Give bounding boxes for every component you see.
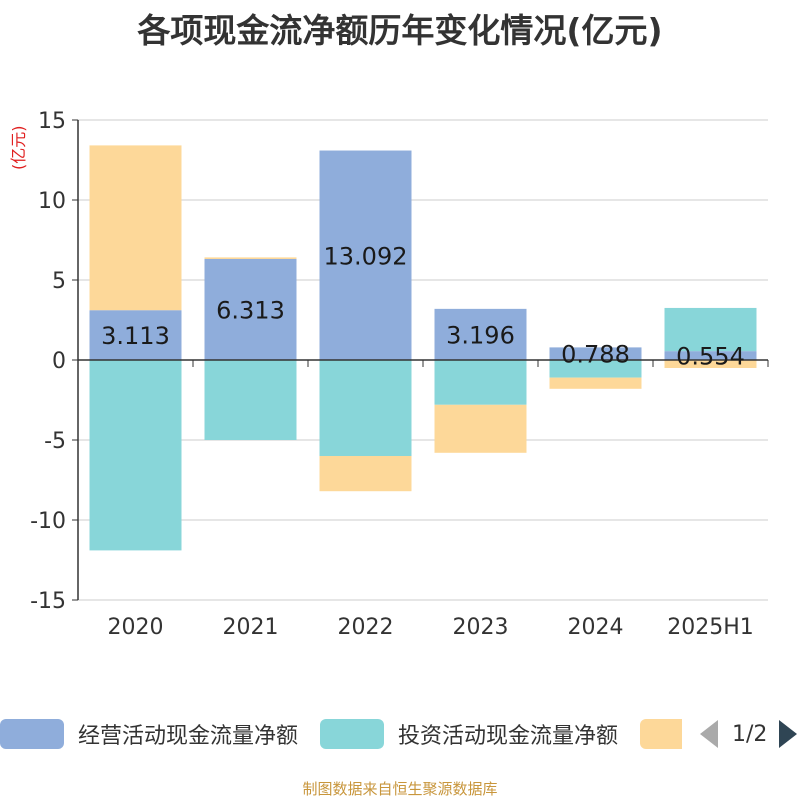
x-tick-label: 2022 [338,615,394,640]
x-tick-label: 2025H1 [667,615,754,640]
bar-s0-2024 [549,347,642,360]
source-note: 制图数据来自恒生聚源数据库 [302,780,498,798]
pager-next-icon[interactable] [779,720,798,748]
legend-label-investing: 投资活动现金流量净额 [398,724,619,749]
pager-prev-icon[interactable] [700,720,718,748]
unit-text: (亿元) [9,126,28,171]
bar-s0-2020 [89,310,182,360]
legend-pager: 1/2 [700,716,798,752]
legend-item-investing[interactable]: 投资活动现金流量净额 [320,716,618,752]
bar-s2-2022 [319,456,412,492]
y-tick-label: -5 [44,429,66,454]
legend-item-operating[interactable]: 经营活动现金流量净额 [0,716,298,752]
bar-s2-2025H1 [664,360,757,368]
x-tick-label: 2021 [223,615,279,640]
bar-s2-2023 [434,404,527,453]
data-label: 0.554 [676,343,745,371]
y-tick-label: -10 [30,509,66,534]
data-label: 6.313 [216,296,285,324]
y-tick-label: 5 [52,269,66,294]
legend-swatch-operating [0,719,64,749]
bar-s2-2020 [89,145,182,311]
y-axis-unit-label: (亿元) [9,126,28,171]
y-tick-label: 15 [38,109,66,134]
bar-s0-2021 [204,258,297,360]
bar-s1-2020 [89,360,182,551]
bar-s1-2021 [204,360,297,440]
x-tick-label: 2020 [108,615,164,640]
bar-s0-2025H1 [664,351,757,360]
bar-s0-2023 [434,308,527,360]
data-label: 0.788 [561,341,630,369]
bar-s1-2023 [434,360,527,405]
y-tick-label: 0 [52,349,66,374]
y-tick-label: -15 [30,589,66,614]
legend-swatch-financing [640,719,682,749]
legend: 经营活动现金流量净额 投资活动现金流量净额 1/2 [0,716,800,752]
bar-s0-2022 [319,150,412,360]
label-layer: 3.113 6.313 13.092 3.196 0.788 0.554 [101,242,745,370]
legend-label-operating: 经营活动现金流量净额 [78,724,299,749]
x-tick-label: 2024 [568,615,624,640]
data-label: 3.196 [446,321,515,349]
y-tick-label: 10 [38,189,66,214]
bar-s1-2025H1 [664,307,757,352]
data-label: 13.092 [324,242,408,270]
legend-swatch-investing [320,719,384,749]
bar-s2-2024 [549,377,642,389]
legend-item-financing[interactable] [640,716,682,752]
chart-title: 各项现金流净额历年变化情况(亿元) [137,11,663,50]
bar-s1-2024 [549,360,642,378]
legend-page-indicator: 1/2 [732,721,768,747]
bar-layer [89,145,757,551]
bar-s1-2022 [319,360,412,456]
data-label: 3.113 [101,322,170,350]
axis-layer: 15 10 5 0 -5 -10 -15 2020 2021 2022 2023 2024 2025H1 [30,109,769,640]
bar-s2-2021 [204,257,297,259]
x-tick-label: 2023 [453,615,509,640]
